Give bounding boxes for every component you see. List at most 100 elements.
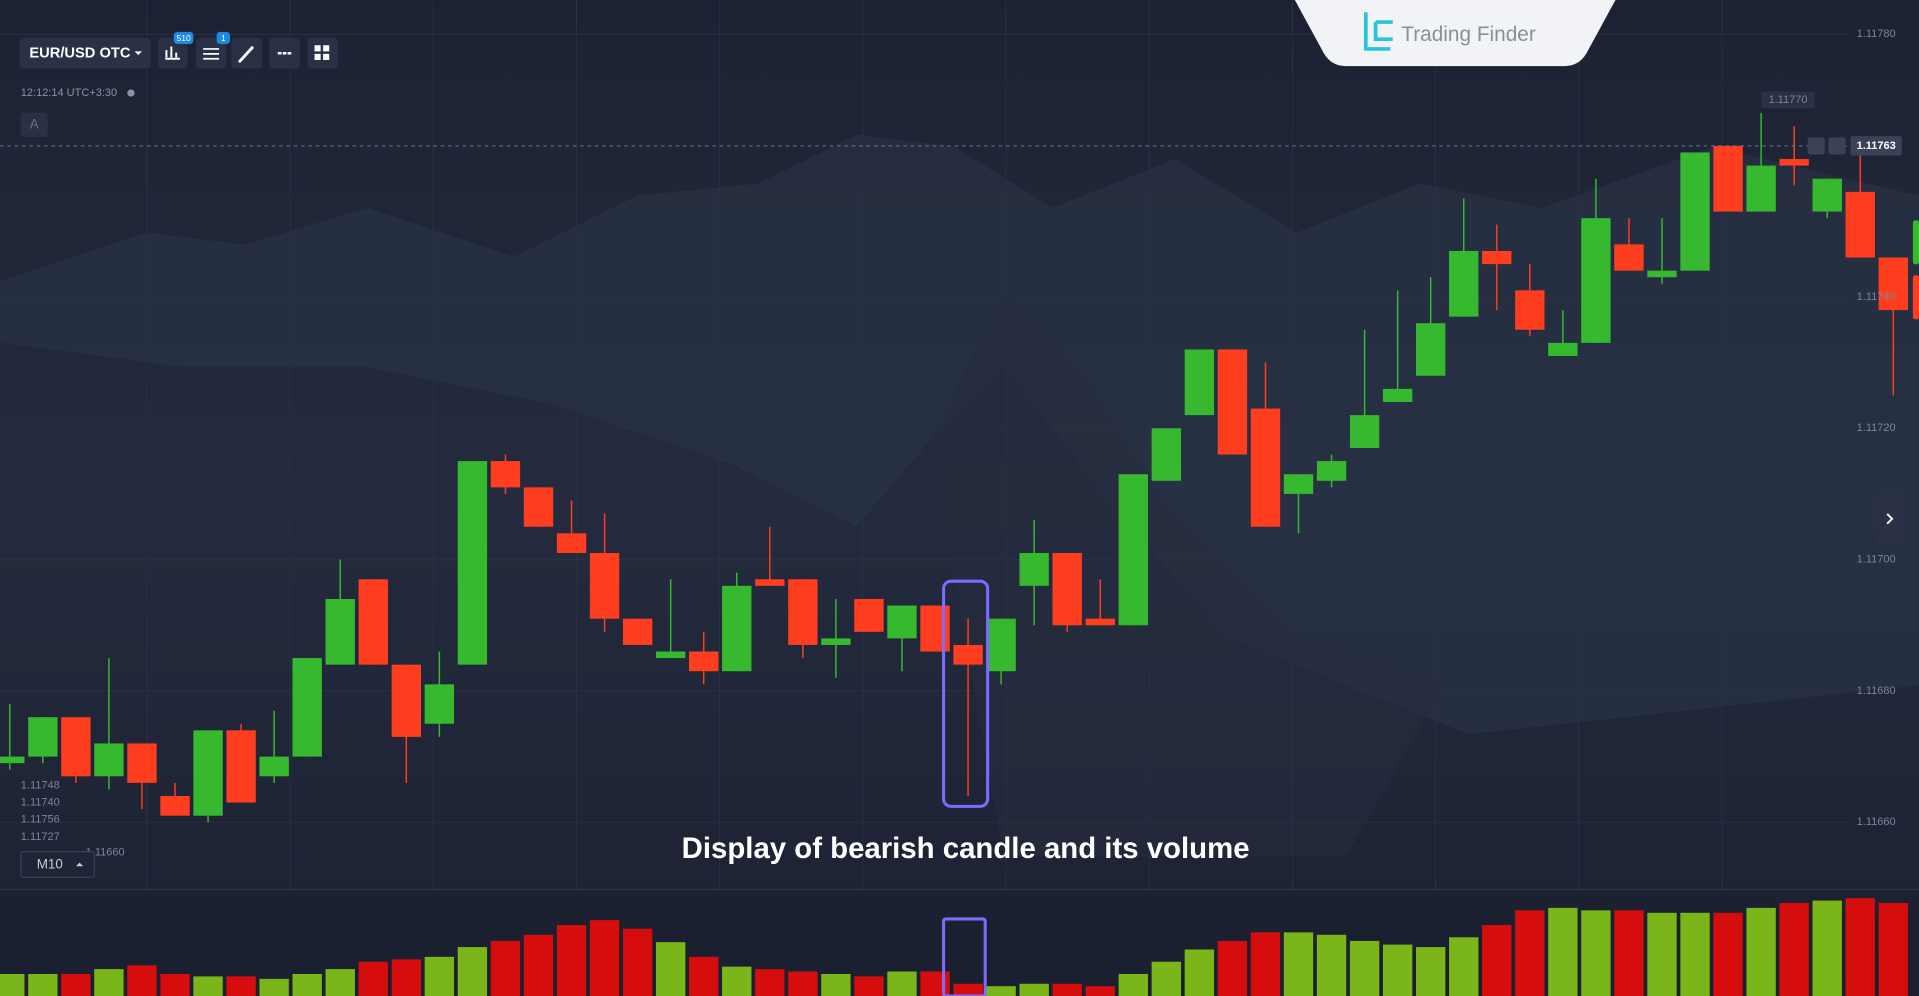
info-line: 1.11727 <box>21 831 60 843</box>
caption: Display of bearish candle and its volume <box>682 832 1250 865</box>
volume-bar <box>358 961 388 996</box>
volume-bar <box>1614 910 1644 996</box>
volume-bar <box>1680 912 1710 996</box>
volume-bar <box>1812 900 1842 996</box>
candle-body <box>424 684 455 724</box>
dropdown-caret <box>134 51 142 56</box>
drawing-mode: A <box>30 116 39 131</box>
volume-bar <box>160 973 190 996</box>
candle-body <box>1415 323 1446 376</box>
clock: 12:12:14 UTC+3:30 <box>21 87 117 99</box>
symbol-button[interactable] <box>19 37 151 69</box>
candle-body <box>1118 474 1148 626</box>
y-tick-label: 1.11680 <box>1857 685 1896 697</box>
badge <box>216 31 231 45</box>
candle-body <box>457 461 488 665</box>
volume-bar <box>1349 940 1380 996</box>
expand-tab[interactable] <box>1876 491 1904 546</box>
candle-body <box>127 743 157 783</box>
volume-bar <box>1151 961 1182 996</box>
volume-bar <box>0 973 25 996</box>
volume-bar <box>689 956 719 996</box>
volume-bar <box>1713 912 1743 996</box>
vertical-grid <box>146 0 1723 891</box>
caret <box>75 862 84 867</box>
volume-bar <box>325 969 355 996</box>
y-tick-label: 1.11720 <box>1857 422 1896 434</box>
volume-bar <box>1548 907 1578 996</box>
volume-bar <box>292 973 322 996</box>
high-badge <box>1761 91 1815 109</box>
candle-body <box>986 618 1016 672</box>
candle-body <box>292 658 322 757</box>
layout-button[interactable] <box>307 37 338 69</box>
y-tick-label: 1.11780 <box>1857 28 1896 40</box>
timer-icon <box>1807 137 1825 155</box>
candle-body <box>358 579 388 665</box>
volume-bar <box>1845 898 1875 996</box>
volume-bar <box>1449 937 1479 996</box>
candle-body <box>1581 218 1611 343</box>
volume-bar <box>589 920 620 996</box>
volume-bars <box>0 898 1908 996</box>
candle-body <box>556 533 587 554</box>
candle-body <box>1449 250 1479 317</box>
brush-icon <box>238 46 254 63</box>
volume-bar <box>556 925 587 996</box>
info-line: 1.11740 <box>21 797 60 809</box>
candle-body <box>325 598 355 665</box>
volume-bar <box>1184 949 1215 996</box>
indicators-button[interactable] <box>157 37 188 69</box>
volume-bar <box>1415 947 1446 996</box>
gear-icon <box>127 89 135 97</box>
chevron <box>1886 513 1894 525</box>
volume-bar <box>722 966 752 996</box>
volume-bar <box>788 971 818 996</box>
candle-body <box>28 717 58 757</box>
volume-highlight <box>942 917 987 996</box>
candle-body <box>788 579 818 645</box>
current-price: 1.11763 <box>1857 140 1896 152</box>
candle-body <box>622 618 653 645</box>
candle-body <box>920 605 950 652</box>
put-indicator[interactable] <box>1912 275 1919 320</box>
candle-body <box>160 795 190 816</box>
mountain-backdrop <box>0 134 1919 735</box>
candle-body <box>391 664 422 737</box>
timeframe-button[interactable] <box>20 851 95 878</box>
volume-bar <box>1382 944 1413 996</box>
candle-body <box>0 756 25 764</box>
grid-icon <box>314 45 330 60</box>
price-badge <box>1850 136 1902 156</box>
volume-bar <box>1647 912 1677 996</box>
volume-bar <box>1019 983 1049 996</box>
timeframe: M10 <box>37 857 63 872</box>
badge-count: 510 <box>176 33 191 43</box>
candle-body <box>821 638 851 645</box>
volume-bar <box>1118 973 1148 996</box>
volume-bar <box>1878 903 1908 996</box>
volume-bar <box>1746 907 1776 996</box>
volume-bar <box>986 986 1016 996</box>
volume-bar <box>28 973 58 996</box>
brand-name: Trading Finder <box>1401 23 1536 46</box>
candle-highlight <box>942 579 990 808</box>
y-tick-label: 1.11660 <box>1857 816 1896 828</box>
volume-bar <box>457 947 488 996</box>
candle-body <box>1019 553 1049 586</box>
candle-body <box>1845 191 1875 258</box>
candle-body <box>226 730 256 803</box>
volume-bar <box>622 928 653 996</box>
volume-bar <box>391 959 422 996</box>
call-indicator[interactable] <box>1912 220 1919 265</box>
candle-body <box>1680 152 1710 271</box>
brand-logo <box>1363 12 1393 51</box>
alert-icon <box>1828 137 1846 155</box>
drawing-mode-button[interactable] <box>20 112 48 138</box>
candle-body <box>1184 349 1215 416</box>
candle-body <box>1085 618 1115 626</box>
candle-body <box>1812 178 1842 212</box>
volume-bar <box>953 983 983 996</box>
candle-body <box>1713 145 1743 212</box>
y-tick-label: 1.11700 <box>1857 553 1896 565</box>
